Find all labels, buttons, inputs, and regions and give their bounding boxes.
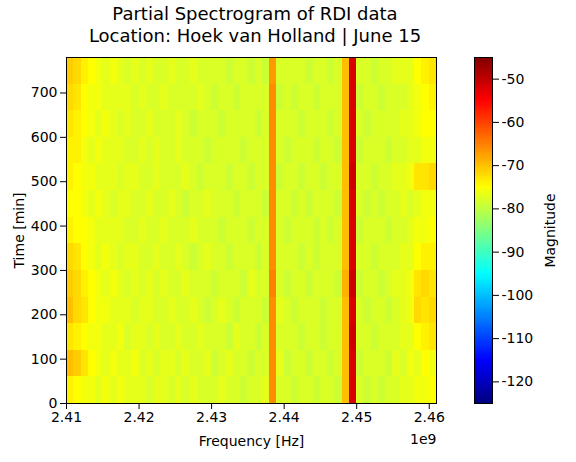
svg-text:-60: -60 <box>502 114 525 130</box>
svg-text:-110: -110 <box>502 330 534 346</box>
html-text:Partial Spectrogram of RDI dat: Partial Spectrogram of RDI data <box>112 3 398 24</box>
svg-text:2.41: 2.41 <box>51 409 82 425</box>
svg-text:300: 300 <box>31 262 58 278</box>
svg-text:-120: -120 <box>502 373 534 389</box>
svg-text:500: 500 <box>31 173 58 189</box>
svg-text:-80: -80 <box>502 200 525 216</box>
svg-text:2.45: 2.45 <box>341 409 372 425</box>
svg-text:2.46: 2.46 <box>414 409 445 425</box>
svg-text:-50: -50 <box>502 71 525 87</box>
svg-text:2.42: 2.42 <box>123 409 154 425</box>
svg-text:2.43: 2.43 <box>196 409 227 425</box>
svg-text:400: 400 <box>31 218 58 234</box>
svg-text:Magnitude: Magnitude <box>542 193 558 267</box>
svg-text:200: 200 <box>31 306 58 322</box>
svg-text:0: 0 <box>48 395 58 411</box>
svg-text:100: 100 <box>31 351 58 367</box>
svg-text:600: 600 <box>31 129 58 145</box>
svg-text:1e9: 1e9 <box>410 431 436 447</box>
svg-text:700: 700 <box>31 84 58 100</box>
svg-text:-90: -90 <box>502 244 525 260</box>
svg-text:-70: -70 <box>502 157 525 173</box>
svg-text:Time [min]: Time [min] <box>11 192 27 269</box>
svg-text:Frequency [Hz]: Frequency [Hz] <box>199 433 305 449</box>
html-text:Location: Hoek van Holland | J: Location: Hoek van Holland | June 15 <box>88 25 422 46</box>
svg-text:2.44: 2.44 <box>269 409 300 425</box>
svg-text:-100: -100 <box>502 287 534 303</box>
